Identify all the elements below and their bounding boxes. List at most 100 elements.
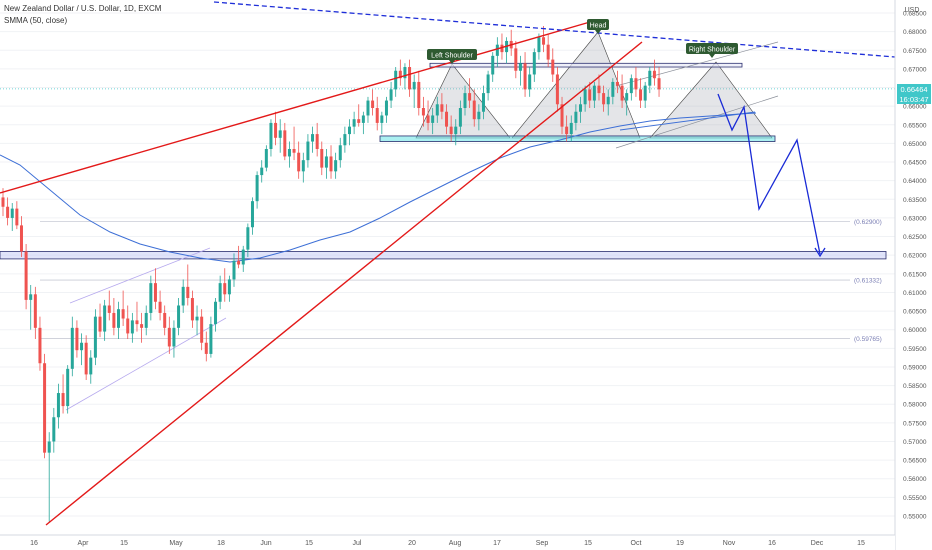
candle-body: [639, 89, 643, 101]
candle-body: [518, 63, 522, 71]
candle-body: [19, 225, 23, 252]
y-tick-label: 0.59000: [903, 364, 927, 371]
candle-body: [440, 104, 444, 112]
candle-body: [269, 122, 273, 149]
candle-body: [371, 100, 375, 109]
candle-body: [38, 327, 42, 364]
y-tick-label: 0.55500: [903, 495, 927, 502]
candle-body: [657, 78, 661, 90]
candle-body: [287, 148, 291, 157]
channel-upper-line: [69, 247, 211, 304]
candle-body: [463, 93, 467, 109]
candle-body: [408, 67, 412, 90]
candle-body: [246, 227, 250, 250]
right-shoulder-triangle: [649, 61, 773, 139]
candle-body: [394, 70, 398, 90]
candle-body: [66, 368, 70, 407]
candle-body: [315, 134, 319, 149]
candle-body: [643, 85, 647, 101]
price-axis[interactable]: USD 0.550000.555000.560000.565000.570000…: [894, 0, 932, 550]
candle-body: [250, 201, 254, 228]
candle-body: [200, 316, 204, 343]
candle-body: [481, 93, 485, 112]
currency-label: USD: [905, 7, 920, 14]
candle-body: [472, 100, 476, 120]
x-tick-label: Aug: [449, 540, 462, 547]
candle-body: [301, 160, 305, 172]
candle-body: [495, 44, 499, 56]
candle-body: [186, 286, 190, 299]
support-zone-box: [0, 251, 887, 260]
shoulder-level-box: [429, 62, 743, 68]
level-label-upper: (0.62900): [854, 219, 882, 226]
y-tick-label: 0.58500: [903, 383, 927, 390]
candle-body: [10, 208, 14, 218]
candle-body: [366, 100, 370, 116]
time-axis[interactable]: 16 Apr 15 May 18 Jun 15 Jul 20 Aug 17 Sep 15 Oct 19 Nov…: [0, 534, 895, 550]
candle-body: [264, 148, 268, 168]
last-price-badge: [897, 84, 931, 94]
candle-body: [126, 318, 130, 334]
y-tick-label: 0.65500: [903, 122, 927, 129]
candle-body: [112, 312, 116, 328]
candle-body: [435, 104, 439, 116]
candle-body: [117, 309, 120, 328]
candle-body: [237, 260, 241, 265]
y-tick-label: 0.57000: [903, 439, 927, 446]
candle-body: [602, 93, 606, 105]
candle-body: [592, 85, 596, 101]
x-tick-label: 15: [584, 540, 592, 547]
candle-body: [537, 37, 541, 53]
projection-arrowhead: [814, 247, 826, 258]
candle-body: [144, 312, 148, 328]
candle-body: [500, 44, 504, 53]
x-tick-label: Dec: [811, 540, 824, 547]
y-tick-labels: 0.55000 0.55500 0.56000 0.56500 0.57000 0.575…: [903, 11, 927, 521]
candle-body: [361, 115, 365, 123]
x-tick-label: Jun: [260, 540, 271, 547]
y-tick-label: 0.56000: [903, 476, 927, 483]
x-tick-label: 16: [30, 540, 38, 547]
left-shoulder-triangle: [415, 63, 511, 139]
candle-body: [468, 93, 472, 101]
y-tick-label: 0.61500: [903, 271, 927, 278]
y-tick-label: 0.62500: [903, 234, 927, 241]
candle-body: [89, 357, 93, 375]
candle-body: [29, 294, 33, 300]
candle-body: [625, 93, 629, 101]
time-axis-bg: [0, 535, 895, 550]
candle-body: [555, 74, 559, 105]
x-tick-label: Sep: [536, 540, 549, 547]
candle-body: [532, 52, 536, 75]
candle-body: [121, 309, 125, 319]
candle-body: [135, 320, 139, 325]
candle-body: [352, 119, 356, 127]
candle-body: [190, 298, 194, 321]
candle-body: [84, 342, 88, 375]
label-pointer-left_shoulder: [449, 60, 455, 64]
candle-body: [195, 316, 199, 321]
y-tick-label: 0.61000: [903, 290, 927, 297]
candle-body: [33, 294, 37, 328]
candle-body: [24, 251, 28, 300]
y-tick-label: 0.60500: [903, 309, 927, 316]
horizontal-levels: (0.62900) (0.61332) (0.59765): [0, 88, 895, 343]
y-tick-label: 0.65000: [903, 141, 927, 148]
candle-body: [588, 89, 592, 101]
trendlines-layer: [0, 1, 896, 526]
candle-body: [477, 111, 481, 120]
candle-body: [648, 70, 652, 86]
candle-body: [652, 70, 656, 79]
candles-layer: [1, 26, 661, 522]
candle-body: [431, 115, 435, 123]
candle-body: [1, 197, 5, 207]
candle-body: [70, 327, 74, 369]
candle-body: [47, 441, 51, 453]
candle-body: [338, 145, 342, 161]
candle-body: [214, 301, 218, 325]
label-box-head: [587, 19, 609, 30]
candle-body: [449, 126, 453, 135]
wedge-upper-line: [615, 41, 779, 87]
candle-body: [181, 286, 185, 306]
